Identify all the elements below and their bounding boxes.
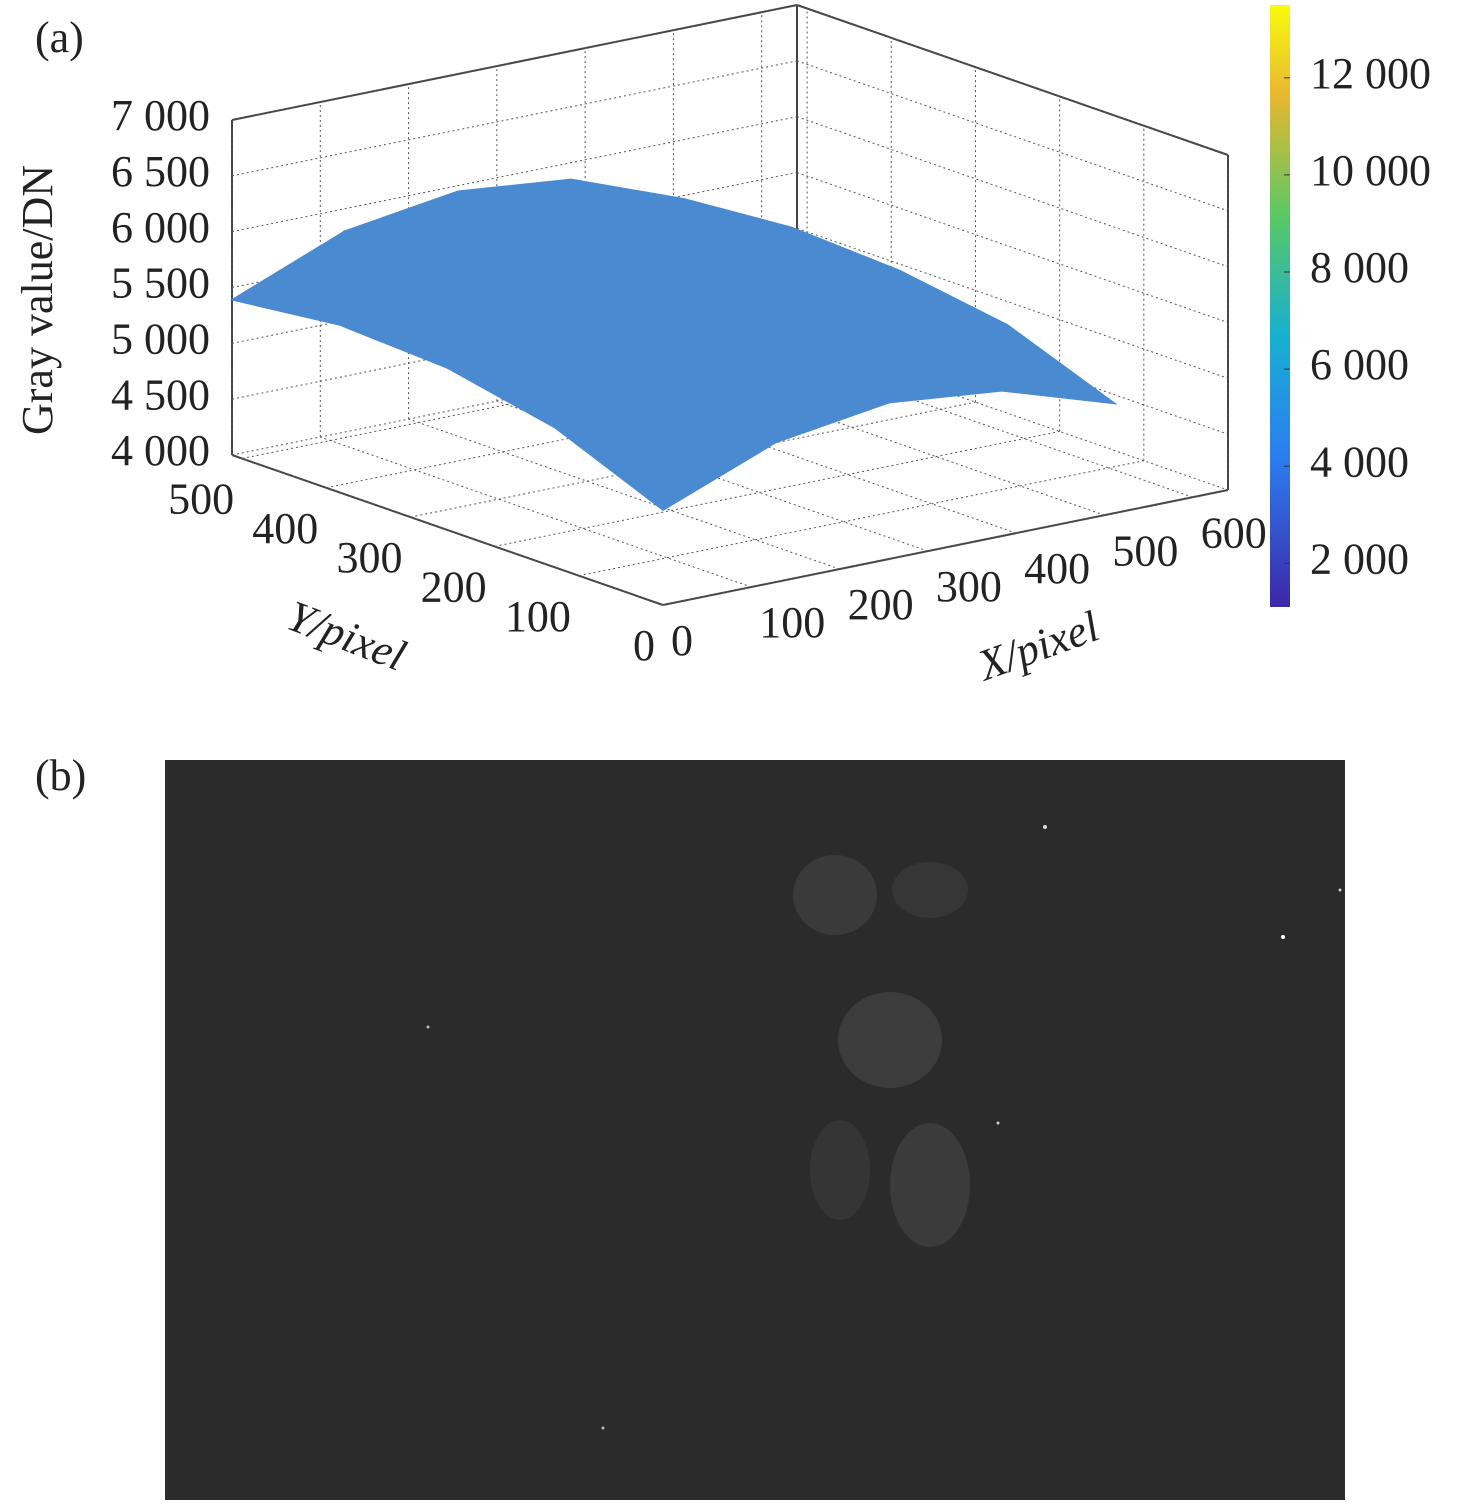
image-blob [838, 992, 942, 1088]
y-tick-label: 100 [505, 592, 571, 641]
z-tick-label: 6 000 [111, 203, 210, 252]
z-tick-label: 7 000 [111, 91, 210, 140]
grid-line [796, 227, 1229, 379]
image [165, 760, 1345, 1500]
y-tick-label: 0 [633, 621, 655, 670]
surface-patch [553, 353, 778, 511]
image-blob [892, 862, 968, 918]
z-tick-label: 5 500 [111, 259, 210, 308]
y-axis-label: Y/pixel [281, 591, 413, 681]
colorbar-ticks: 2 000 4 000 6 000 8 000 10 000 12 000 [1284, 49, 1431, 583]
z-tick-label: 4 500 [111, 370, 210, 419]
x-tick-label: 500 [1112, 526, 1178, 575]
hot-pixel [1281, 935, 1285, 939]
grid-line [578, 460, 1144, 577]
axis-line [796, 4, 1229, 156]
grid-line [796, 116, 1229, 268]
image-background [165, 760, 1345, 1500]
z-axis-label: Gray value/DN [13, 165, 62, 435]
image-blob [793, 855, 877, 935]
grid-line [408, 418, 840, 570]
colorbar-tick-label: 12 000 [1310, 49, 1431, 98]
y-tick-label: 200 [421, 563, 487, 612]
colorbar-tick-label: 10 000 [1310, 146, 1431, 195]
panel-label: (a) [35, 13, 84, 62]
grid-line [231, 454, 664, 606]
x-tick-label: 600 [1201, 508, 1267, 557]
hot-pixel [601, 1426, 605, 1430]
grid-line [796, 4, 1229, 156]
x-tick-label: 200 [848, 580, 914, 629]
x-tick-label: 0 [671, 616, 693, 665]
grid-line [231, 60, 798, 177]
grid-line [662, 489, 1229, 606]
z-tick-label: 4 000 [111, 426, 210, 475]
grid-line [494, 430, 1060, 547]
colorbar-tick-label: 2 000 [1310, 534, 1409, 583]
x-tick-label: 400 [1024, 544, 1090, 593]
grid-line [410, 401, 976, 518]
z-tick-label: 5 000 [111, 314, 210, 363]
panel-label: (b) [35, 751, 86, 800]
colorbar-tick-label: 8 000 [1310, 243, 1409, 292]
y-tick-label: 500 [168, 475, 234, 524]
hot-pixel [1043, 825, 1047, 829]
y-tick-label: 400 [252, 504, 318, 553]
image-blob [810, 1120, 870, 1220]
grid-line [796, 172, 1229, 323]
x-axis-label: X/pixel [970, 602, 1106, 691]
colorbar [1270, 5, 1290, 607]
grid-line [231, 116, 798, 233]
colorbar-tick-label: 4 000 [1310, 437, 1409, 486]
x-tick-label: 100 [759, 598, 825, 647]
hot-pixel [1338, 888, 1342, 892]
grid-line [231, 4, 798, 121]
y-tick-label: 300 [336, 533, 402, 582]
hot-pixel [426, 1025, 430, 1029]
grid-line [320, 436, 752, 588]
grid-line [796, 60, 1229, 212]
image-blob [890, 1123, 970, 1247]
hot-pixel [996, 1121, 1000, 1125]
z-tick-label: 6 500 [111, 147, 210, 196]
colorbar-tick-label: 6 000 [1310, 340, 1409, 389]
x-tick-label: 300 [936, 562, 1002, 611]
